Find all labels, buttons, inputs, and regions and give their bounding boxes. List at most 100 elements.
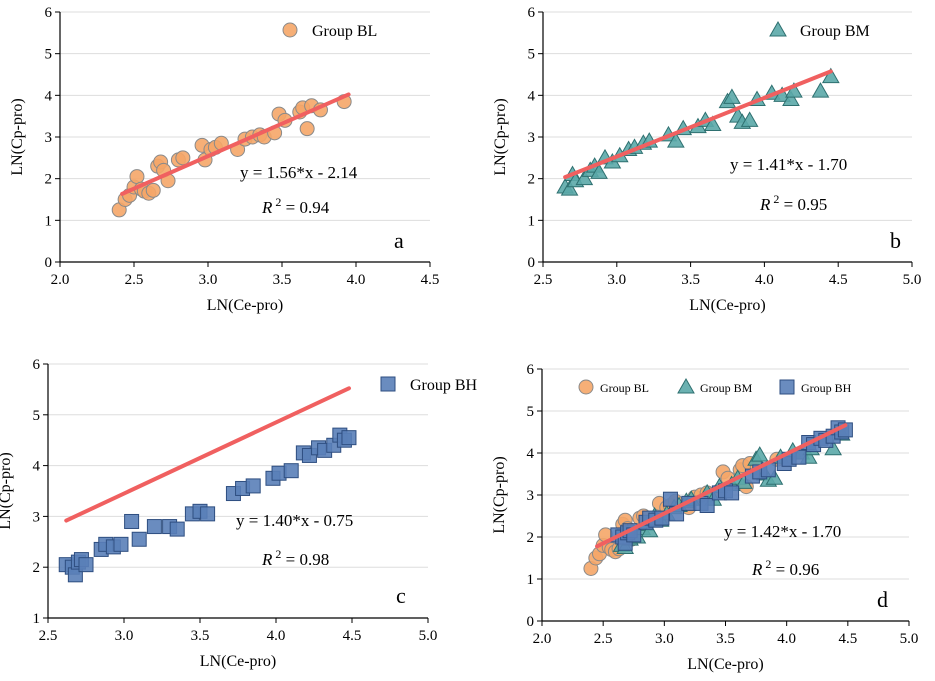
data-point <box>699 498 715 513</box>
fit-line <box>120 92 351 196</box>
data-point <box>750 446 769 462</box>
data-point <box>723 88 741 104</box>
legend-marker <box>282 22 298 38</box>
y-tick-label: 0 <box>527 614 535 630</box>
x-axis-label: LN(Ce-pro) <box>687 656 763 673</box>
data-point <box>245 478 261 494</box>
x-tick-label: 4.5 <box>829 272 848 288</box>
legend-label: Group BL <box>600 381 649 395</box>
y-axis-label: LN(Cp-pro) <box>491 456 508 533</box>
y-tick-label: 1 <box>45 213 53 229</box>
regression-equation: y = 1.40*x - 0.75 <box>236 511 353 530</box>
y-tick-label: 2 <box>527 530 535 546</box>
panel-letter: d <box>877 587 888 612</box>
data-point <box>821 67 840 84</box>
data-point <box>146 519 162 535</box>
data-point <box>299 121 315 137</box>
data-point <box>666 132 685 148</box>
r-squared: R 2 = 0.96 <box>751 557 819 579</box>
y-tick-label: 1 <box>528 213 536 229</box>
legend-marker <box>380 376 396 392</box>
panel-a: 0 1 2 3 4 5 6 2.0 2.5 3.0 3.5 4.0 4.5 LN(Ce-pro) LN(Cp… <box>9 5 439 314</box>
y-tick-label: 4 <box>33 459 41 475</box>
series-bm <box>556 67 840 196</box>
data-point <box>724 485 740 501</box>
x-tick-label: 2.0 <box>533 631 552 647</box>
data-point <box>113 536 129 552</box>
x-tick-label: 4.0 <box>755 272 774 288</box>
data-point <box>785 82 803 98</box>
x-tick-label: 2.5 <box>534 272 553 288</box>
legend-marker <box>578 379 594 395</box>
y-tick-label: 3 <box>527 488 535 504</box>
data-point <box>560 180 579 196</box>
y-axis-label: LN(Cp-pro) <box>9 98 26 175</box>
y-axis-label: LN(Cp-pro) <box>492 98 509 175</box>
data-point <box>129 169 145 185</box>
data-point <box>175 150 191 166</box>
x-tick-label: 4.0 <box>267 628 286 644</box>
y-tick-label: 6 <box>33 357 41 373</box>
y-tick-label: 2 <box>528 172 536 188</box>
legend-label: Group BM <box>800 23 870 40</box>
regression-equation: y = 1.56*x - 2.14 <box>240 163 358 182</box>
data-point <box>791 449 807 465</box>
regression-equation: y = 1.42*x - 1.70 <box>724 522 841 541</box>
x-tick-label: 4.5 <box>838 631 857 647</box>
legend-marker <box>779 379 795 395</box>
data-point <box>341 430 357 446</box>
panel-letter: c <box>396 583 406 608</box>
y-tick-label: 1 <box>33 611 41 627</box>
y-tick-label: 6 <box>527 362 535 378</box>
panel-c: 1 2 3 4 5 6 2.5 3.0 3.5 4.0 4.5 5.0 LN(Ce-pro) LN(Cp-… <box>0 357 478 670</box>
y-tick-label: 4 <box>528 88 536 104</box>
panel-letter: a <box>394 228 404 253</box>
r-squared: R 2 = 0.94 <box>261 195 330 217</box>
x-axis-label: LN(Ce-pro) <box>207 297 283 314</box>
legend-label: Group BH <box>410 377 478 394</box>
data-point <box>811 82 830 98</box>
fit-line <box>563 69 833 180</box>
y-tick-label: 3 <box>33 509 41 525</box>
series-bh <box>58 427 357 583</box>
x-tick-label: 2.5 <box>39 628 58 644</box>
data-point <box>283 463 299 479</box>
data-point <box>200 506 216 522</box>
x-tick-label: 3.0 <box>655 631 674 647</box>
data-point <box>703 115 722 131</box>
legend-label: Group BM <box>700 381 753 395</box>
y-tick-label: 5 <box>528 47 536 63</box>
x-tick-label: 3.0 <box>199 272 218 288</box>
x-tick-label: 5.0 <box>419 628 438 644</box>
panel-letter: b <box>890 228 901 253</box>
y-tick-label: 6 <box>528 5 536 21</box>
x-tick-label: 4.0 <box>347 272 366 288</box>
data-point <box>575 169 594 186</box>
data-point <box>145 182 161 198</box>
x-tick-label: 3.5 <box>191 628 210 644</box>
x-tick-label: 3.5 <box>273 272 292 288</box>
y-tick-label: 5 <box>45 47 53 63</box>
y-tick-label: 0 <box>45 255 53 271</box>
panel-b: 0 1 2 3 4 5 6 2.5 3.0 3.5 4.0 4.5 5.0 LN(Ce-pro) LN(Cp… <box>492 5 921 314</box>
y-tick-label: 5 <box>527 404 535 420</box>
y-tick-label: 4 <box>527 446 535 462</box>
data-point <box>740 111 759 127</box>
fit-line <box>64 386 351 523</box>
y-tick-label: 0 <box>528 255 536 271</box>
panel-d: 0 1 2 3 4 5 6 2.0 2.5 3.0 3.5 4.0 4.5 5.0 LN(Ce-pro) LN… <box>491 362 918 673</box>
data-point <box>662 491 678 507</box>
y-tick-label: 3 <box>45 130 53 146</box>
y-tick-label: 1 <box>527 572 535 588</box>
x-tick-label: 3.0 <box>607 272 626 288</box>
regression-equation: y = 1.41*x - 1.70 <box>730 155 847 174</box>
data-point <box>782 90 800 106</box>
legend-label: Group BH <box>801 381 852 395</box>
legend-label: Group BL <box>312 23 377 40</box>
data-point <box>131 531 147 547</box>
y-axis-label: LN(Cp-pro) <box>0 452 14 529</box>
data-point <box>590 163 608 179</box>
r-squared: R 2 = 0.98 <box>261 547 329 569</box>
x-tick-label: 2.0 <box>51 272 70 288</box>
